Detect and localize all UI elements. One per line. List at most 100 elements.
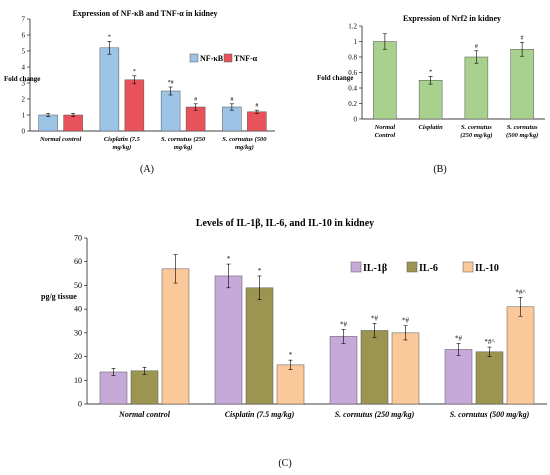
y-tick-label: 0.6 [348,69,357,77]
y-tick-label: 30 [74,328,82,337]
bar [38,114,58,132]
y-tick-label: 1 [22,112,26,120]
bar [444,349,473,405]
category-label: Control [375,132,396,139]
category-label: S. cornutus (250 mg/kg) [335,410,415,419]
significance-label: # [255,103,258,109]
chart-a-ylabel: Fold change [4,75,40,83]
category-label: Normal [374,124,396,131]
bar [276,364,305,405]
legend-swatch [189,53,199,63]
category-label: S. cornutus (500 [222,136,267,143]
panel-a-label: (A) [140,164,154,175]
bar [185,106,206,132]
bar [510,49,534,120]
legend-label: NF-κB [200,54,224,63]
chart-c-title: Levels of IL-1β, IL-6, and IL-10 in kidn… [196,218,374,229]
legend-swatch [350,261,362,273]
bar [247,111,267,132]
category-label: Cisplatin (7.5 [104,136,141,143]
panel-b-label: (B) [433,164,446,175]
category-label: Normal control [39,136,82,143]
significance-label: * [258,267,262,275]
significance-label: *# [371,314,379,322]
bar [130,370,159,405]
significance-label: *# [168,80,174,86]
y-tick-label: 7 [22,16,26,24]
chart-b-ylabel: Fold change [317,74,353,82]
significance-label: * [108,34,111,40]
chart-a-title: Expression of NF-κB and TNF-α in kidney [72,9,217,18]
y-tick-label: 10 [74,376,82,385]
bar [506,306,535,405]
bar [464,56,489,120]
chart-b: Expression of Nrf2 in kidney Fold change… [317,14,545,139]
y-tick-label: 2 [22,96,26,104]
chart-c-ylabel: pg/g tissue [41,292,77,301]
panel-c-label: (C) [278,458,291,469]
y-tick-label: 50 [74,281,82,290]
significance-label: # [230,97,233,103]
category-label: (250 mg/kg) [460,132,492,139]
bar [329,336,358,405]
category-label: Cisplatin (7.5 mg/kg) [225,410,295,419]
y-tick-label: 0.2 [348,100,357,108]
significance-label: * [227,255,231,263]
category-label: S. cornutus (250 [161,136,206,143]
legend-label: TNF-α [234,54,258,63]
y-tick-label: 5 [22,48,26,56]
bar [245,287,274,405]
bar [99,371,128,405]
y-tick-label: 0 [78,400,82,409]
chart-a: Expression of NF-κB and TNF-α in kidney … [4,9,275,151]
bar [214,275,243,405]
category-label: mg/kg) [174,144,193,151]
significance-label: # [475,44,478,50]
y-tick-label: 0.4 [348,85,357,93]
bar [391,332,420,405]
y-tick-label: 4 [22,64,26,72]
bar [418,80,443,120]
bar [63,114,83,132]
bar [124,79,145,132]
category-label: (500 mg/kg) [506,132,538,139]
y-tick-label: 0.8 [348,54,357,62]
y-tick-label: 1.2 [348,23,357,31]
bar [373,41,397,120]
bar [99,47,120,132]
category-label: Cisplatin [419,124,444,131]
significance-label: * [289,351,293,359]
significance-label: *# [340,320,348,328]
legend-label: IL-6 [419,263,438,274]
legend-label: IL-10 [475,263,499,274]
bar [161,268,190,405]
significance-label: *# [402,317,410,325]
legend-swatch [406,261,418,273]
legend-swatch [223,53,233,63]
bar [160,90,181,132]
legend-swatch [462,261,474,273]
chart-c: Levels of IL-1β, IL-6, and IL-10 in kidn… [41,218,547,419]
y-tick-label: 20 [74,352,82,361]
significance-label: *#^ [515,288,526,296]
category-label: S. cornutus (500 mg/kg) [450,410,530,419]
y-tick-label: 1 [354,38,358,46]
significance-label: # [521,35,524,41]
y-tick-label: 6 [22,32,26,40]
y-tick-label: 60 [74,257,82,266]
category-label: mg/kg) [112,144,131,151]
y-tick-label: 0 [22,128,26,136]
y-tick-label: 3 [22,80,26,88]
significance-label: *#^ [484,338,495,346]
significance-label: *# [455,335,463,343]
y-tick-label: 70 [74,234,82,243]
chart-b-title: Expression of Nrf2 in kidney [403,14,501,23]
y-tick-label: 0 [354,116,358,124]
bar [222,106,242,132]
bar [360,330,389,405]
legend-label: IL-1β [363,263,387,274]
bar [475,351,504,405]
category-label: Normal control [118,410,171,419]
category-label: S. cornutus [507,124,538,131]
